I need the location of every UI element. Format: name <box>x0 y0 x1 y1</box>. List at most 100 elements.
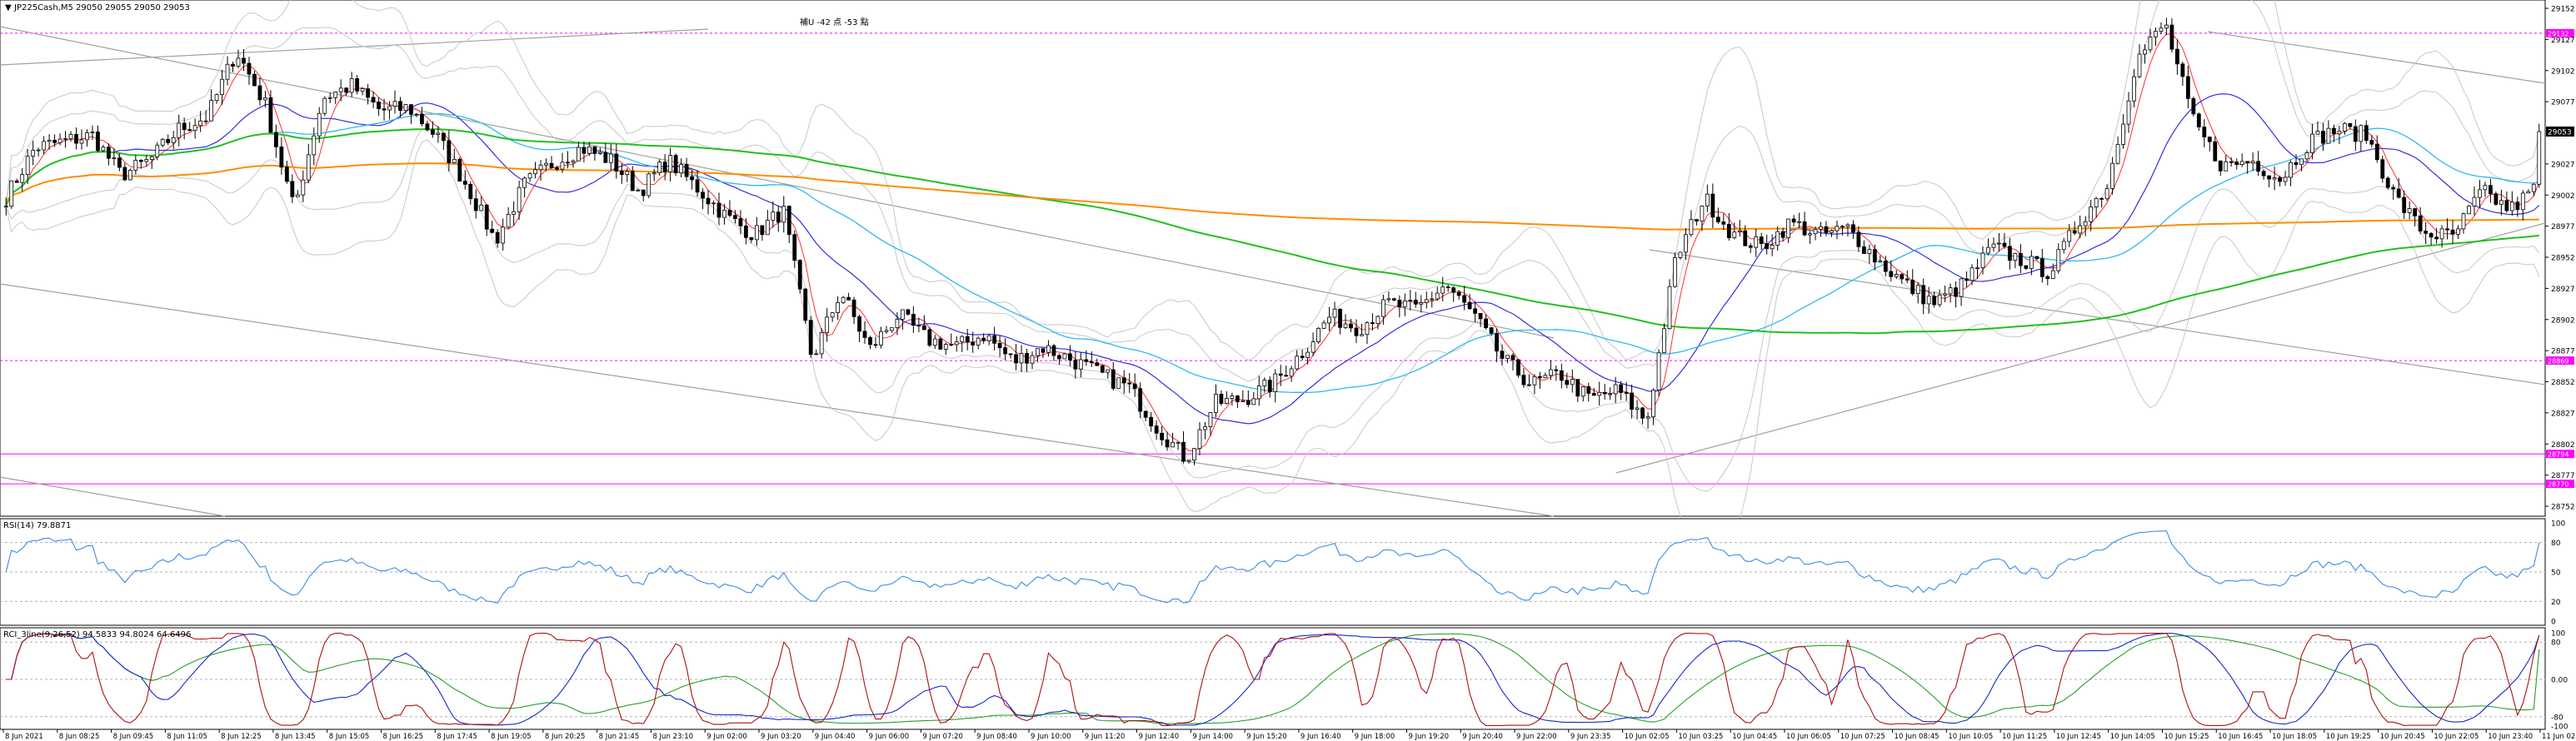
candle[interactable] <box>906 308 911 316</box>
candle[interactable] <box>1267 375 1272 398</box>
candle[interactable] <box>517 180 522 220</box>
candle[interactable] <box>1305 347 1310 365</box>
candle[interactable] <box>949 333 954 347</box>
candle[interactable] <box>2196 112 2201 132</box>
candle[interactable] <box>706 190 711 215</box>
candle[interactable] <box>203 110 208 125</box>
candle[interactable] <box>2439 225 2444 248</box>
candle[interactable] <box>1057 353 1061 366</box>
candle[interactable] <box>2278 175 2282 186</box>
candle[interactable] <box>1413 291 1418 308</box>
candle[interactable] <box>425 121 430 132</box>
candle[interactable] <box>149 155 154 169</box>
candle[interactable] <box>582 141 587 163</box>
candle[interactable] <box>2359 124 2364 152</box>
candle[interactable] <box>436 126 441 143</box>
candle[interactable] <box>1954 281 1958 308</box>
candle[interactable] <box>392 90 397 114</box>
candle[interactable] <box>1316 326 1321 344</box>
candle[interactable] <box>1445 284 1450 292</box>
candle[interactable] <box>1721 213 1726 231</box>
candle[interactable] <box>916 317 921 333</box>
candle[interactable] <box>2434 227 2439 244</box>
candle[interactable] <box>2083 216 2088 236</box>
candle[interactable] <box>79 129 84 150</box>
candle[interactable] <box>387 101 392 120</box>
candle[interactable] <box>171 131 176 150</box>
candle[interactable] <box>1046 340 1051 357</box>
candle[interactable] <box>1343 314 1348 330</box>
candle[interactable] <box>1500 344 1505 366</box>
candle[interactable] <box>107 143 111 166</box>
candle[interactable] <box>727 200 732 218</box>
candle[interactable] <box>2374 135 2379 163</box>
candle[interactable] <box>2537 123 2542 188</box>
candle[interactable] <box>1710 183 1715 228</box>
trendlines[interactable] <box>0 26 2546 517</box>
candle[interactable] <box>1284 365 1289 377</box>
candle[interactable] <box>1808 231 1812 244</box>
candle[interactable] <box>884 326 889 334</box>
candle[interactable] <box>1926 286 1931 314</box>
candle[interactable] <box>1041 348 1046 359</box>
candle[interactable] <box>1591 387 1596 396</box>
candle[interactable] <box>1840 225 1845 236</box>
candle[interactable] <box>1597 381 1602 406</box>
candle[interactable] <box>560 152 565 173</box>
candle[interactable] <box>1991 237 1996 252</box>
candle[interactable] <box>382 98 387 121</box>
candle[interactable] <box>473 189 478 219</box>
candle[interactable] <box>1203 421 1207 440</box>
candle[interactable] <box>1748 243 1753 253</box>
candle[interactable] <box>1262 377 1267 393</box>
candle[interactable] <box>1619 380 1624 400</box>
candle[interactable] <box>1830 229 1834 237</box>
candle[interactable] <box>1613 376 1618 404</box>
candle[interactable] <box>614 143 619 179</box>
candle[interactable] <box>608 143 613 171</box>
candle[interactable] <box>2207 137 2212 152</box>
candle[interactable] <box>257 77 262 106</box>
candle[interactable] <box>501 218 506 251</box>
candle[interactable] <box>1640 406 1645 425</box>
candle[interactable] <box>1505 355 1510 364</box>
candle[interactable] <box>2185 66 2190 109</box>
candle[interactable] <box>85 129 89 147</box>
candle[interactable] <box>890 327 894 333</box>
candle[interactable] <box>1510 353 1515 370</box>
candle[interactable] <box>63 131 67 148</box>
candle[interactable] <box>1003 338 1007 361</box>
candle[interactable] <box>1867 244 1872 264</box>
candle[interactable] <box>2110 157 2115 195</box>
candle[interactable] <box>2159 22 2164 35</box>
trendline[interactable] <box>0 476 226 517</box>
candle[interactable] <box>2191 96 2196 117</box>
candle[interactable] <box>2164 17 2169 36</box>
candle[interactable] <box>749 236 754 243</box>
candle[interactable] <box>209 89 213 122</box>
candle[interactable] <box>1295 350 1300 370</box>
candle[interactable] <box>52 134 57 147</box>
candle[interactable] <box>252 71 257 87</box>
candle[interactable] <box>2121 114 2125 149</box>
candle[interactable] <box>457 157 462 182</box>
candle[interactable] <box>231 62 235 72</box>
candle[interactable] <box>2504 191 2509 213</box>
candle[interactable] <box>2526 189 2531 194</box>
candle[interactable] <box>2461 212 2466 234</box>
candle[interactable] <box>2202 119 2207 147</box>
candle[interactable] <box>841 296 846 305</box>
candle[interactable] <box>1484 314 1488 331</box>
candle[interactable] <box>1067 345 1072 367</box>
candle[interactable] <box>2396 177 2401 199</box>
candle[interactable] <box>1813 226 1818 241</box>
candle[interactable] <box>1986 238 1990 256</box>
candle[interactable] <box>1149 411 1154 432</box>
candle[interactable] <box>452 148 457 164</box>
trendline[interactable] <box>0 26 1555 339</box>
candle[interactable] <box>1824 221 1829 236</box>
candle[interactable] <box>2429 231 2434 246</box>
candle[interactable] <box>1559 363 1564 389</box>
candle[interactable] <box>1883 256 1888 277</box>
